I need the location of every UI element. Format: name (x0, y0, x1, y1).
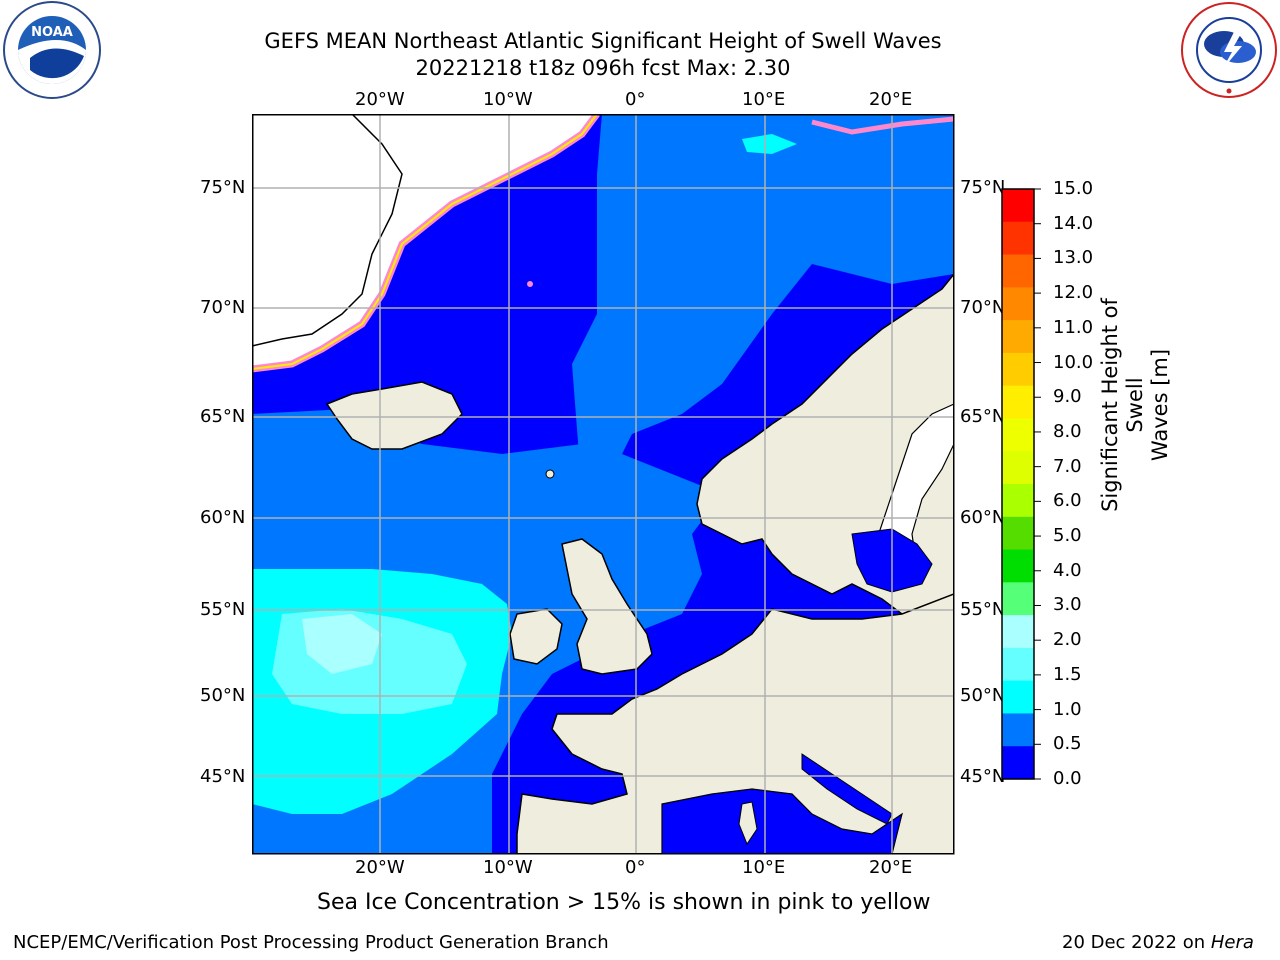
colorbar-tick-label: 11.0 (1053, 316, 1094, 338)
chart-subtitle: 20221218 t18z 096h fcst Max: 2.30 (415, 56, 791, 80)
colorbar-bin (1002, 680, 1034, 714)
chart-title: GEFS MEAN Northeast Atlantic Significant… (264, 29, 942, 53)
colorbar-tick-label: 1.5 (1053, 663, 1082, 685)
colorbar-tick-label: 5.0 (1053, 525, 1082, 547)
lat-label-left-45n: 45°N (200, 766, 246, 787)
lat-label-left-75n: 75°N (200, 177, 246, 198)
colorbar-tick-label: 9.0 (1053, 386, 1082, 408)
svg-text:NOAA: NOAA (31, 25, 73, 40)
colorbar-tick-label: 15.0 (1053, 178, 1094, 199)
lon-label-bottom-20e: 20°E (869, 857, 913, 878)
noaa-logo: NOAA (3, 1, 101, 99)
footer-branch: NCEP/EMC/Verification Post Processing Pr… (13, 932, 609, 953)
colorbar-label-line2: Waves [m] (1148, 348, 1172, 462)
colorbar-tick-label: 2.0 (1053, 629, 1082, 651)
colorbar-bin (1002, 221, 1034, 256)
colorbar-bin (1002, 615, 1034, 649)
mediterranean-sea (661, 788, 903, 854)
lat-label-left-65n: 65°N (200, 406, 246, 427)
colorbar-axis-label: Significant Height of Swell Waves [m] (1098, 295, 1172, 515)
lon-label-bottom-20w: 20°W (355, 857, 405, 878)
colorbar-bin (1002, 582, 1034, 616)
ireland (509, 608, 563, 665)
colorbar-tick-label: 14.0 (1053, 212, 1094, 234)
colorbar-label-line1: Significant Height of Swell (1098, 298, 1147, 512)
colorbar-bin (1002, 320, 1034, 354)
colorbar-bin (1002, 451, 1034, 485)
colorbar-bin (1002, 189, 1034, 223)
great-britain (561, 538, 653, 675)
lat-label-right-60n: 60°N (960, 507, 1006, 528)
colorbar-tick-label: 12.0 (1053, 282, 1094, 304)
colorbar-bin (1002, 287, 1034, 321)
lon-label-top-20w: 20°W (355, 89, 405, 110)
swell-height-map (252, 114, 955, 855)
lat-label-left-70n: 70°N (200, 297, 246, 318)
lon-label-bottom-0: 0° (625, 857, 646, 878)
footer-date: 20 Dec 2022 on Hera (1062, 932, 1254, 953)
colorbar-tick-label: 0.5 (1053, 733, 1082, 755)
colorbar (1001, 188, 1041, 780)
lon-label-top-0: 0° (625, 89, 646, 110)
lat-label-left-55n: 55°N (200, 599, 246, 620)
map-frame (252, 114, 955, 855)
jan-mayen-ice (527, 281, 533, 287)
colorbar-tick-label: 8.0 (1053, 420, 1082, 442)
lon-label-bottom-10e: 10°E (742, 857, 786, 878)
lon-label-top-10e: 10°E (742, 89, 786, 110)
lat-label-left-60n: 60°N (200, 507, 246, 528)
faroe-islands (545, 469, 555, 479)
colorbar-tick-label: 7.0 (1053, 455, 1082, 477)
colorbar-frame (1001, 188, 1035, 780)
lat-label-right-45n: 45°N (960, 766, 1006, 787)
footer-date-text: 20 Dec 2022 on (1062, 932, 1211, 953)
colorbar-bin (1002, 549, 1034, 583)
greenland-ice (252, 114, 597, 369)
colorbar-bin (1002, 647, 1034, 682)
ice-edge-inner (252, 114, 598, 370)
lat-label-right-55n: 55°N (960, 599, 1006, 620)
iceland (325, 381, 463, 450)
lat-label-right-50n: 50°N (960, 685, 1006, 706)
colorbar-tick-label: 13.0 (1053, 247, 1094, 269)
sea-ice-caption: Sea Ice Concentration > 15% is shown in … (317, 890, 931, 915)
colorbar-bin (1002, 516, 1034, 551)
lat-label-right-65n: 65°N (960, 406, 1006, 427)
swell-band-2.0-3.0 (302, 614, 382, 674)
colorbar-tick-label: 6.0 (1053, 490, 1082, 512)
colorbar-bin (1002, 484, 1034, 518)
colorbar-bin (1002, 746, 1034, 780)
lon-label-top-20e: 20°E (869, 89, 913, 110)
colorbar-tick-label: 1.0 (1053, 698, 1082, 720)
lat-label-left-50n: 50°N (200, 685, 246, 706)
colorbar-tick-label: 10.0 (1053, 351, 1094, 373)
sardinia (738, 801, 758, 846)
colorbar-bin (1002, 254, 1034, 288)
footer-host: Hera (1210, 932, 1254, 953)
colorbar-bin (1002, 385, 1034, 419)
colorbar-bin (1002, 352, 1034, 387)
lon-label-top-10w: 10°W (483, 89, 533, 110)
lat-label-right-75n: 75°N (960, 177, 1006, 198)
lon-label-bottom-10w: 10°W (483, 857, 533, 878)
nws-logo (1181, 2, 1277, 98)
colorbar-bin (1002, 713, 1034, 747)
graticule (252, 114, 954, 854)
colorbar-bin (1002, 418, 1034, 452)
colorbar-tick-label: 4.0 (1053, 559, 1082, 581)
colorbar-tick-label: 3.0 (1053, 594, 1082, 616)
colorbar-tick-label: 0.0 (1053, 768, 1082, 789)
lat-label-right-70n: 70°N (960, 297, 1006, 318)
